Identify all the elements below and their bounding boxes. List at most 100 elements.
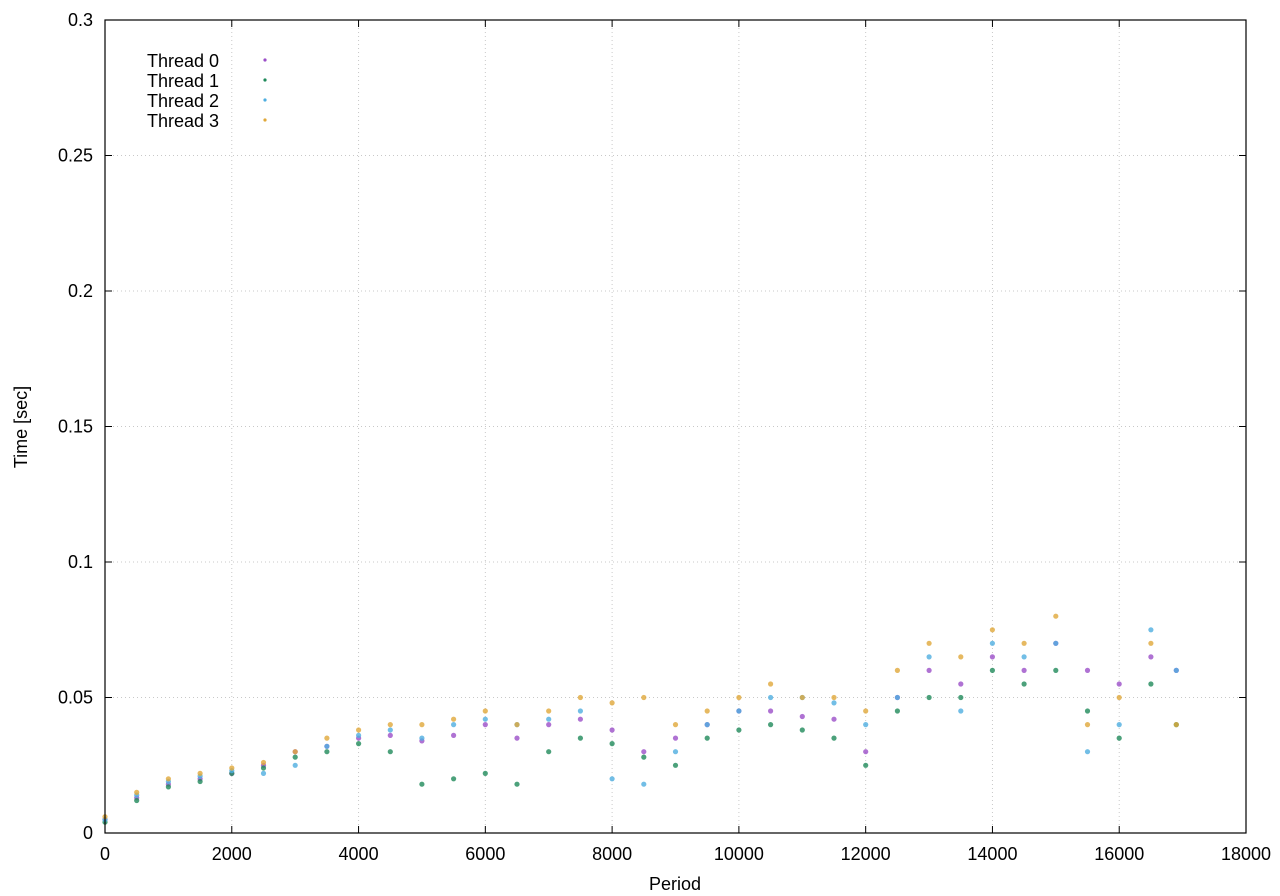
data-point: [356, 732, 362, 739]
data-point: [863, 749, 869, 755]
data-point: [989, 667, 996, 674]
data-point: [419, 735, 425, 741]
legend-marker: [263, 78, 267, 82]
data-point: [197, 778, 203, 785]
data-point: [672, 749, 679, 755]
data-point: [926, 640, 932, 646]
y-tick-label: 0.15: [58, 417, 93, 437]
x-tick-label: 8000: [592, 844, 632, 864]
data-point: [641, 781, 647, 787]
data-point: [197, 770, 203, 777]
x-tick-label: 16000: [1094, 844, 1144, 864]
data-point: [514, 781, 520, 787]
data-point: [926, 694, 932, 701]
data-point: [799, 713, 805, 720]
data-point: [768, 708, 774, 714]
data-point: [863, 708, 869, 714]
data-point: [419, 781, 425, 787]
data-point: [831, 694, 837, 701]
data-point: [1021, 640, 1027, 646]
data-point: [863, 762, 869, 768]
data-point: [609, 776, 615, 782]
data-point: [387, 722, 393, 728]
data-point: [577, 694, 584, 701]
x-axis-title: Period: [649, 874, 701, 894]
data-point: [356, 741, 362, 747]
data-point: [482, 722, 488, 728]
data-point: [989, 627, 996, 633]
series-2: [102, 627, 1179, 823]
data-point: [768, 694, 774, 701]
data-point: [292, 762, 298, 768]
data-point: [641, 749, 647, 755]
data-point: [514, 722, 520, 728]
axis-ticks: [104, 19, 1247, 834]
data-point: [704, 708, 710, 714]
data-point: [672, 762, 679, 768]
data-point: [482, 708, 488, 714]
data-point: [1053, 667, 1059, 674]
data-point: [1084, 667, 1091, 674]
data-point: [324, 749, 330, 755]
data-point: [451, 722, 457, 728]
y-tick-label: 0: [83, 823, 93, 843]
legend-marker: [263, 58, 267, 62]
data-point: [229, 765, 235, 771]
data-point: [260, 765, 267, 771]
data-point: [863, 722, 869, 728]
data-point: [1148, 654, 1154, 660]
data-point: [165, 784, 171, 790]
y-tick-label: 0.05: [58, 688, 93, 708]
y-tick-label: 0.25: [58, 146, 93, 166]
data-point: [831, 700, 837, 706]
data-point: [1116, 735, 1122, 741]
data-point: [609, 741, 615, 747]
data-point: [641, 694, 647, 701]
data-point: [387, 732, 393, 739]
data-point: [260, 759, 267, 766]
data-point: [577, 735, 584, 741]
legend-marker: [263, 118, 267, 122]
data-point: [894, 667, 901, 674]
data-point: [292, 754, 298, 760]
data-point: [1116, 694, 1122, 701]
data-point: [1116, 681, 1122, 687]
data-point: [704, 722, 710, 728]
plot-frame: [104, 19, 1247, 834]
data-point: [768, 722, 774, 728]
data-points: [102, 613, 1179, 825]
legend-label: Thread 3: [147, 111, 219, 131]
x-tick-label: 2000: [212, 844, 252, 864]
data-point: [165, 776, 171, 782]
data-point: [419, 722, 425, 728]
data-point: [1148, 681, 1154, 687]
data-point: [514, 735, 520, 741]
data-point: [1173, 722, 1179, 728]
data-point: [1021, 654, 1027, 660]
data-point: [1148, 640, 1154, 646]
legend-label: Thread 2: [147, 91, 219, 111]
data-point: [672, 722, 679, 728]
x-tick-label: 6000: [465, 844, 505, 864]
data-point: [1173, 667, 1179, 674]
data-point: [546, 749, 552, 755]
data-point: [736, 727, 742, 733]
y-axis-title: Time [sec]: [11, 386, 31, 468]
data-point: [989, 654, 996, 660]
data-point: [672, 735, 679, 741]
data-point: [546, 708, 552, 714]
y-tick-label: 0.3: [68, 10, 93, 30]
data-point: [1084, 722, 1091, 728]
data-point: [609, 700, 615, 706]
data-point: [546, 722, 552, 728]
data-point: [1116, 722, 1122, 728]
data-point: [1148, 627, 1154, 633]
legend-label: Thread 1: [147, 71, 219, 91]
data-point: [134, 797, 140, 804]
data-point: [1021, 681, 1027, 687]
data-point: [451, 716, 457, 722]
x-tick-label: 10000: [714, 844, 764, 864]
data-point: [482, 770, 488, 777]
legend-marker: [263, 98, 267, 102]
